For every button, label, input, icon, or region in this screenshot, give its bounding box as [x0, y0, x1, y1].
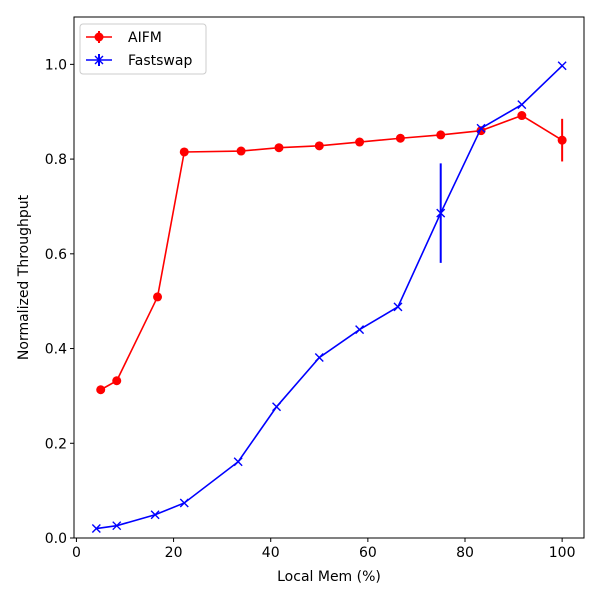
data-point: [393, 302, 403, 312]
data-point: [436, 208, 446, 218]
data-point: [96, 385, 106, 395]
data-point: [150, 510, 160, 520]
x-tick-label: 80: [456, 545, 474, 561]
y-axis-label: Normalized Throughput: [16, 194, 32, 360]
legend-entry-aifm: AIFM: [86, 30, 162, 46]
data-point: [236, 146, 246, 156]
legend-label: AIFM: [128, 30, 162, 46]
data-point: [355, 325, 365, 335]
data-point: [91, 524, 101, 534]
series-line: [96, 65, 563, 530]
series-layer: [91, 61, 567, 534]
y-tick-label: 0.8: [45, 152, 67, 168]
data-point: [272, 402, 282, 412]
legend: AIFM Fastswap: [79, 23, 207, 75]
x-tick-label: 0: [72, 545, 81, 561]
data-point: [355, 137, 365, 147]
data-point: [395, 133, 405, 143]
data-point: [557, 135, 567, 145]
data-point: [274, 143, 284, 153]
x-tick-label: 40: [262, 545, 280, 561]
y-tick-label: 0.4: [45, 342, 67, 358]
x-tick-label: 20: [165, 545, 183, 561]
data-point: [179, 147, 189, 157]
data-point: [153, 292, 163, 302]
plot-frame: [73, 16, 585, 539]
series-aifm: [96, 111, 567, 395]
y-tick-label: 1.0: [45, 57, 67, 73]
y-tick-label: 0.6: [45, 247, 67, 263]
data-point: [476, 123, 486, 133]
x-tick-label: 100: [549, 545, 576, 561]
x-tick-label: 60: [359, 545, 377, 561]
data-point: [233, 457, 243, 467]
data-point: [436, 130, 446, 140]
y-tick-label: 0.2: [45, 436, 67, 452]
data-point: [179, 498, 189, 508]
legend-entry-fastswap: Fastswap: [86, 53, 192, 69]
data-point: [112, 521, 122, 531]
series-fastswap: [91, 61, 567, 534]
data-point: [314, 141, 324, 151]
data-point: [557, 61, 567, 71]
ticks-layer: 0 20 40 60 80 100 0.0 0.2 0.4 0.6 0.8 1.0: [45, 57, 576, 561]
x-axis-label: Local Mem (%): [277, 569, 381, 585]
data-point: [314, 353, 324, 363]
legend-label: Fastswap: [128, 53, 192, 69]
data-point: [517, 100, 527, 110]
data-point: [112, 376, 122, 386]
y-tick-label: 0.0: [45, 531, 67, 547]
legend-entries: AIFM Fastswap: [86, 30, 192, 69]
data-point: [517, 111, 527, 121]
